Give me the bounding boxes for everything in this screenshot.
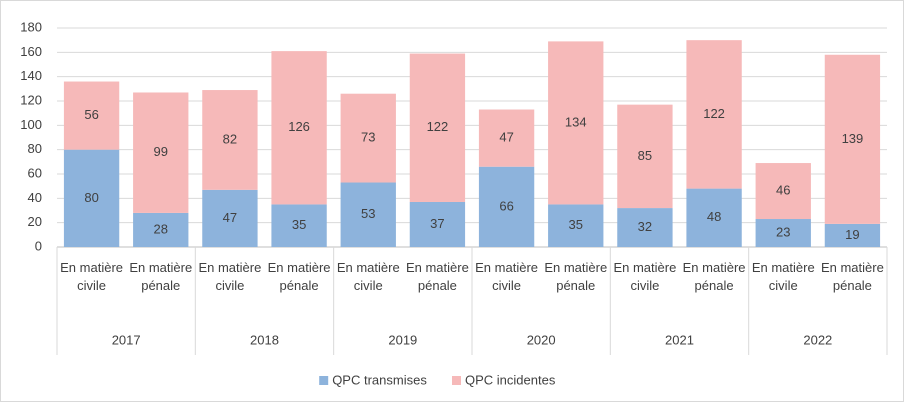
data-label: 66: [499, 198, 513, 213]
bar-segment: [63, 81, 120, 150]
bar-segment: [133, 212, 189, 247]
bar-segment: [617, 104, 673, 209]
bar-segment: [755, 163, 811, 220]
y-tick-label: 140: [20, 68, 42, 83]
bar-segment: [133, 92, 189, 213]
data-label: 122: [703, 106, 725, 121]
group-label: 2020: [527, 332, 556, 347]
data-label: 23: [776, 224, 790, 239]
bar-segment: [478, 166, 535, 247]
x-tick-label: En matière pénale: [820, 260, 884, 293]
y-tick-label: 80: [28, 141, 42, 156]
data-label: 80: [84, 190, 98, 205]
group-label: 2022: [803, 332, 832, 347]
x-tick-label: En matière pénale: [682, 260, 746, 293]
x-tick-label: En matière pénale: [405, 260, 469, 293]
x-tick-label: En matière civile: [751, 260, 815, 293]
data-label: 28: [154, 221, 168, 236]
x-tick-label: En matière pénale: [267, 260, 331, 293]
bar-segment: [271, 204, 327, 247]
x-tick-label: En matière civile: [475, 260, 539, 293]
y-tick-label: 160: [20, 44, 42, 59]
bar-segment: [478, 109, 535, 167]
y-tick-label: 60: [28, 165, 42, 180]
bar-segment: [686, 40, 742, 189]
bar-segment: [755, 219, 811, 247]
legend-swatch: [319, 376, 329, 385]
bar-segment: [202, 90, 258, 190]
data-label: 48: [707, 209, 721, 224]
y-tick-label: 100: [20, 117, 42, 132]
y-tick-label: 0: [35, 238, 42, 253]
bar-segment: [409, 201, 466, 247]
group-label: 2019: [388, 332, 417, 347]
data-label: 37: [430, 216, 444, 231]
bar-segment: [548, 204, 604, 247]
x-tick-label: En matière civile: [198, 260, 262, 293]
bar-segment: [340, 182, 396, 247]
data-label: 126: [288, 119, 310, 134]
legend-swatch: [452, 376, 461, 385]
y-tick-label: 20: [28, 214, 42, 229]
group-label: 2017: [112, 332, 141, 347]
data-label: 122: [427, 119, 449, 134]
x-tick-label: En matière pénale: [129, 260, 193, 293]
x-tick-label: En matière civile: [60, 260, 124, 293]
data-label: 73: [361, 130, 375, 145]
legend-label: QPC transmises: [332, 372, 427, 387]
bar-segment: [63, 149, 120, 247]
group-label: 2018: [250, 332, 279, 347]
data-label: 134: [565, 114, 587, 129]
y-tick-label: 180: [20, 19, 42, 34]
bar-segment: [824, 223, 881, 247]
legend-label: QPC incidentes: [465, 372, 556, 387]
bar-segment: [617, 208, 673, 247]
y-tick-label: 40: [28, 190, 42, 205]
data-label: 35: [292, 217, 306, 232]
data-label: 99: [154, 144, 168, 159]
bar-segment: [409, 53, 466, 202]
bar-segment: [271, 51, 327, 205]
bar-segment: [340, 93, 396, 183]
data-label: 19: [845, 227, 859, 242]
bar-segment: [824, 54, 881, 224]
data-label: 35: [569, 217, 583, 232]
group-label: 2021: [665, 332, 694, 347]
x-tick-label: En matière civile: [613, 260, 677, 293]
x-tick-label: En matière pénale: [544, 260, 608, 293]
data-label: 46: [776, 182, 790, 197]
x-tick-label: En matière civile: [336, 260, 400, 293]
data-label: 85: [638, 148, 652, 163]
data-label: 32: [638, 219, 652, 234]
bar-segment: [202, 189, 258, 247]
data-label: 82: [223, 131, 237, 146]
data-label: 47: [223, 210, 237, 225]
y-tick-label: 120: [20, 92, 42, 107]
bar-segment: [686, 188, 742, 247]
data-label: 56: [84, 107, 98, 122]
data-label: 139: [842, 131, 864, 146]
bar-segment: [548, 41, 604, 205]
data-label: 47: [499, 130, 513, 145]
data-label: 53: [361, 206, 375, 221]
